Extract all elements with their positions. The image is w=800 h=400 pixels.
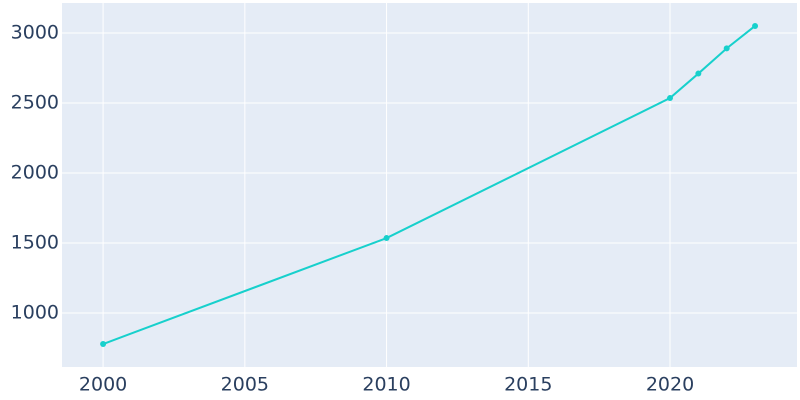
- x-tick-label: 2010: [362, 374, 410, 396]
- x-tick-label: 2000: [79, 374, 127, 396]
- plot-area: [62, 3, 797, 367]
- line: [102, 25, 756, 345]
- y-tick-label: 3000: [11, 21, 59, 43]
- x-tick-label: 2020: [646, 374, 694, 396]
- point: [383, 235, 390, 242]
- y-tick-label: 2500: [11, 91, 59, 113]
- x-tick-label: 2005: [221, 374, 269, 396]
- x-tick-label: 2015: [504, 374, 552, 396]
- y-tick-label: 1000: [11, 301, 59, 323]
- point: [100, 341, 107, 348]
- y-tick-label: 1500: [11, 231, 59, 253]
- point: [723, 45, 730, 52]
- point: [752, 22, 759, 29]
- point: [695, 70, 702, 77]
- point: [667, 95, 674, 102]
- y-tick-label: 2000: [11, 161, 59, 183]
